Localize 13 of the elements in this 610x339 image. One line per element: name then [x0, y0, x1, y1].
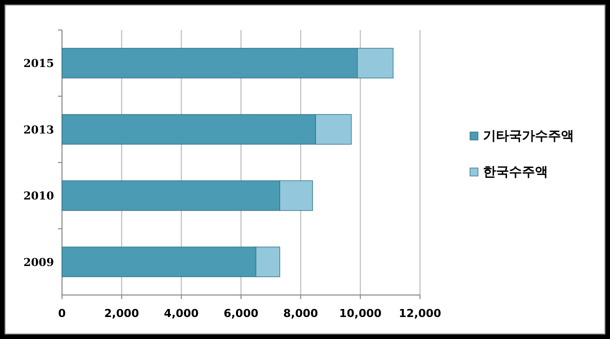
legend-label: 기타국가수주액	[483, 129, 574, 144]
y-tick-label: 2010	[23, 190, 54, 203]
x-tick-label: 4,000	[164, 307, 200, 320]
y-tick-label: 2009	[23, 256, 54, 269]
y-tick-label: 2013	[23, 123, 54, 136]
x-tick-label: 2,000	[104, 307, 140, 320]
y-tick-label: 2015	[23, 57, 54, 70]
x-tick-label: 10,000	[339, 307, 382, 320]
x-tick-label: 6,000	[224, 307, 259, 320]
x-tick-label: 12,000	[398, 307, 442, 320]
x-tick-label: 8,000	[283, 307, 318, 320]
x-tick-label: 0	[58, 307, 66, 320]
legend-label: 한국수주액	[483, 165, 548, 180]
